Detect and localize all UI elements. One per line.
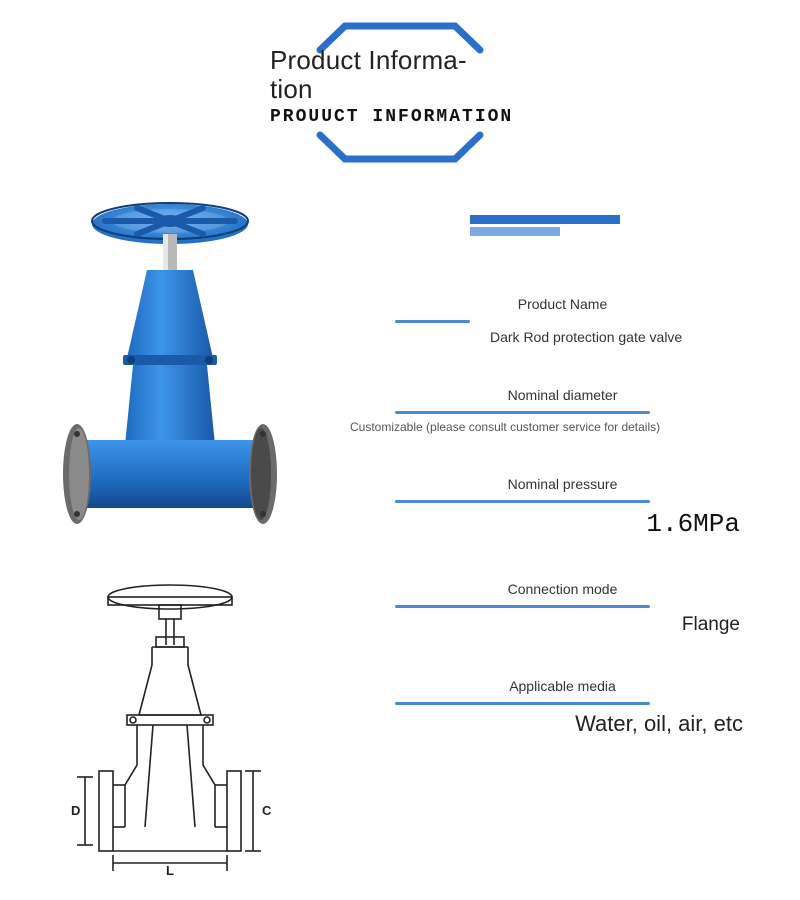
dim-label-c: C	[262, 803, 272, 818]
header: Product Informa- tion PROUUCT INFORMATIO…	[0, 0, 800, 170]
technical-diagram: D C L	[55, 575, 285, 875]
spec-value: Flange	[395, 614, 745, 636]
deco-bar-2	[470, 227, 560, 236]
divider-rule	[395, 702, 650, 705]
title-line-2: tion	[270, 75, 530, 104]
spec-value: Water, oil, air, etc	[395, 711, 745, 737]
divider-rule	[395, 320, 470, 323]
spec-row: Applicable media Water, oil, air, etc	[395, 678, 745, 737]
spec-label: Connection mode	[395, 581, 745, 597]
subtitle: PROUUCT INFORMATION	[270, 107, 530, 127]
product-image	[55, 190, 285, 550]
main-content: D C L Product Name Dark Rod protection ga…	[0, 170, 800, 880]
divider-rule	[395, 411, 650, 414]
spec-label: Applicable media	[395, 678, 745, 694]
spec-value: 1.6MPa	[395, 509, 745, 539]
divider-rule	[395, 605, 650, 608]
right-column: Product Name Dark Rod protection gate val…	[395, 190, 745, 880]
spec-value: Customizable (please consult customer se…	[350, 420, 745, 434]
deco-bar-1	[470, 215, 620, 224]
spec-label: Nominal pressure	[395, 476, 745, 492]
spec-row: Product Name Dark Rod protection gate val…	[395, 296, 745, 345]
dim-label-d: D	[71, 803, 80, 818]
left-column: D C L	[55, 190, 355, 880]
spec-label: Nominal diameter	[395, 387, 745, 403]
spec-label: Product Name	[395, 296, 745, 312]
header-text: Product Informa- tion PROUUCT INFORMATIO…	[270, 46, 530, 127]
dim-label-l: L	[166, 863, 174, 875]
decorative-bars	[470, 215, 745, 236]
divider-rule	[395, 500, 650, 503]
spec-row: Nominal diameterCustomizable (please con…	[395, 387, 745, 434]
spec-row: Nominal pressure 1.6MPa	[395, 476, 745, 539]
spec-value: Dark Rod protection gate valve	[395, 329, 745, 345]
spec-row: Connection mode Flange	[395, 581, 745, 636]
title-line-1: Product Informa-	[270, 46, 530, 75]
